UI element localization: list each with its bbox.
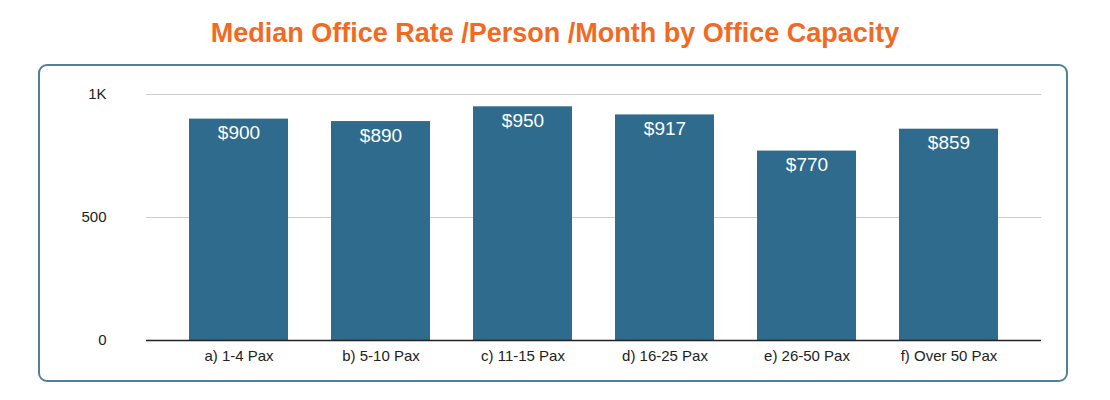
svg-text:d) 16-25 Pax: d) 16-25 Pax	[622, 347, 708, 364]
svg-text:$950: $950	[502, 110, 544, 131]
svg-text:$900: $900	[218, 122, 260, 143]
svg-text:b) 5-10 Pax: b) 5-10 Pax	[342, 347, 420, 364]
svg-text:$770: $770	[786, 154, 828, 175]
svg-text:a) 1-4 Pax: a) 1-4 Pax	[204, 347, 274, 364]
svg-text:1K: 1K	[88, 85, 106, 102]
svg-text:$890: $890	[360, 125, 402, 146]
svg-text:f) Over 50 Pax: f) Over 50 Pax	[901, 347, 998, 364]
svg-text:$859: $859	[928, 132, 970, 153]
html-text:Median Office Rate /Person /Mo: Median Office Rate /Person /Month by Off…	[210, 18, 900, 48]
svg-text:0: 0	[98, 331, 106, 348]
svg-text:500: 500	[81, 208, 106, 225]
svg-text:e) 26-50 Pax: e) 26-50 Pax	[764, 347, 850, 364]
svg-text:$917: $917	[644, 118, 686, 139]
svg-text:c) 11-15 Pax: c) 11-15 Pax	[481, 347, 565, 364]
